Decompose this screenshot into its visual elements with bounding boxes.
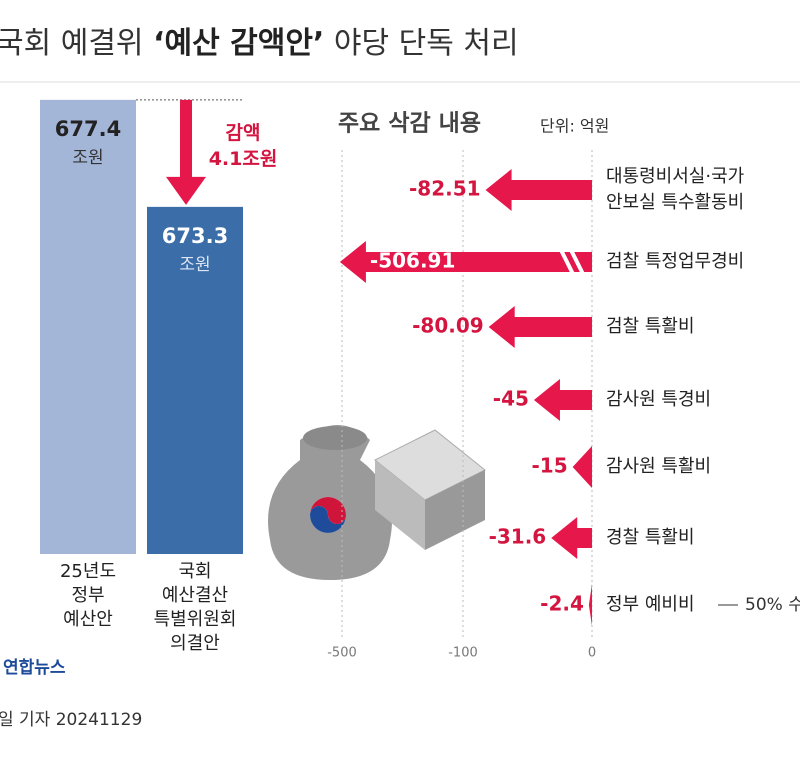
bar [40,99,136,555]
category-label: 검찰 특정업무경비 [606,251,744,272]
note: 50% 수 [745,595,800,615]
title-emph: ‘예산 감액안’ [153,26,324,61]
value-label: 677.4 [55,117,121,141]
unit-label: 조원 [72,148,103,168]
arrow-bar [339,241,592,283]
value-label: -82.51 [409,177,481,201]
arrow-bar [533,379,592,421]
value-label: -506.91 [370,249,455,273]
axis-break [558,247,586,277]
money-icon [268,425,486,580]
credit: 일 기자 20241129 [0,710,142,730]
arrow-bar [588,584,592,626]
category-label: 검찰 특활비 [606,316,695,337]
value-label: -31.6 [489,525,547,549]
annotation: 감액 4.1조원 [209,121,278,169]
title: 국회 예결위 ‘예산 감액안’ 야당 단독 처리 [0,26,519,61]
category-label: 정부 예비비 [606,594,695,615]
unit-label: 조원 [179,255,210,275]
arrow-bar [572,446,592,488]
bar [147,206,243,554]
category-label: 감사원 특활비 [606,456,711,477]
x-tick-label: 0 [588,646,596,661]
value-label: -2.4 [540,592,584,616]
arrow-bar [551,517,592,559]
chart-title: 주요 삭감 내용 [338,111,481,137]
decrease-arrow [166,99,206,205]
source: 연합뉴스 [3,657,66,678]
chart-subtitle: 단위: 억원 [540,117,609,136]
title-post: 야당 단독 처리 [334,26,519,61]
value-label: -15 [532,454,568,478]
value-label: 673.3 [162,224,228,248]
value-label: -80.09 [412,314,484,338]
title-pre: 국회 예결위 [0,26,144,61]
category-label: 경찰 특활비 [606,527,695,548]
x-tick-label: 국회 예산결산 특별위원회 의결안 [154,561,237,654]
category-label: 대통령비서실·국가 안보실 특수활동비 [606,166,744,213]
x-tick-label: -100 [448,646,478,661]
arrow-bar [485,169,592,211]
value-label: -45 [493,387,529,411]
arrow-bar [488,306,592,348]
category-label: 감사원 특경비 [606,389,711,410]
x-tick-label: 25년도 정부 예산안 [60,561,116,630]
x-tick-label: -500 [327,646,357,661]
